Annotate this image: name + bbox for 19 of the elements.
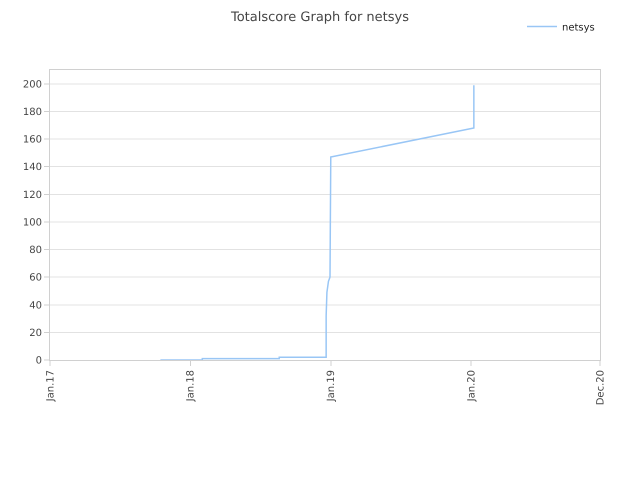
y-tick-label: 160 (22, 134, 42, 146)
line-series (160, 84, 475, 360)
y-tick-label: 60 (29, 272, 42, 284)
legend-label: netsys (562, 22, 595, 34)
y-tick-label: 140 (22, 162, 42, 174)
x-tick-label: Jan.17 (45, 370, 56, 402)
x-tick-label: Jan.18 (186, 370, 197, 402)
x-tick-label: Dec.20 (595, 370, 606, 406)
x-tick-label: Jan.20 (466, 370, 478, 402)
chart-title: Totalscore Graph for netsys (230, 10, 410, 26)
y-tick-label: 40 (29, 300, 42, 312)
y-tick-label: 20 (29, 328, 42, 339)
y-tick-label: 120 (22, 190, 42, 201)
y-tick-label: 200 (22, 79, 42, 90)
y-tick-label: 100 (22, 217, 42, 228)
y-tick-label: 80 (29, 245, 42, 256)
y-tick-label: 0 (36, 356, 42, 366)
y-tick-label: 180 (22, 106, 42, 118)
x-tick-label: Jan.19 (326, 370, 338, 402)
